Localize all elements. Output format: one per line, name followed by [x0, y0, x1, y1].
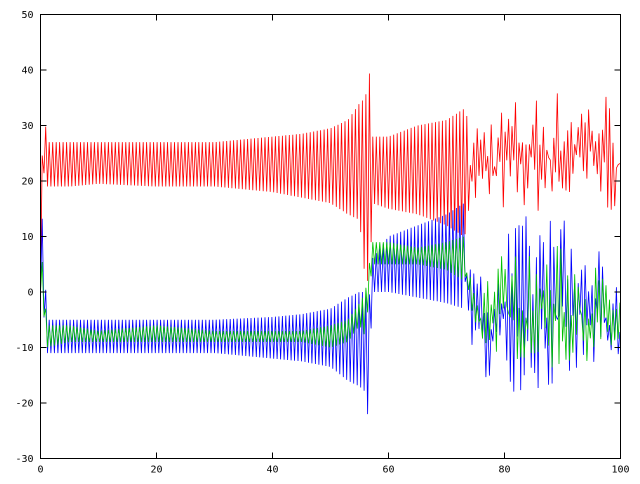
series-line-green: [40, 236, 621, 368]
y-tick-label: 20: [21, 177, 33, 188]
series-line-red: [40, 73, 621, 293]
y-tick-label: 30: [21, 121, 33, 132]
y-tick-label: 50: [21, 10, 33, 21]
y-tick-label: -10: [15, 343, 33, 354]
x-tick-label: 100: [611, 465, 629, 476]
plot-frame: [40, 14, 621, 459]
y-tick-label: 0: [27, 288, 33, 299]
series-layer: [40, 73, 621, 415]
axes-layer: 0 20 40 60 80 100 -30 -20 -10 0 10 20 30 40 50: [15, 10, 629, 476]
x-tick-label: 0: [37, 465, 43, 476]
series-line-blue: [40, 203, 621, 415]
y-tick-label: -30: [15, 454, 33, 465]
y-tick-label: -20: [15, 399, 33, 410]
y-tick-label: 40: [21, 66, 33, 77]
x-tick-label: 20: [150, 465, 162, 476]
y-tick-label: 10: [21, 232, 33, 243]
x-tick-label: 60: [382, 465, 394, 476]
x-tick-label: 80: [498, 465, 510, 476]
x-tick-label: 40: [266, 465, 278, 476]
